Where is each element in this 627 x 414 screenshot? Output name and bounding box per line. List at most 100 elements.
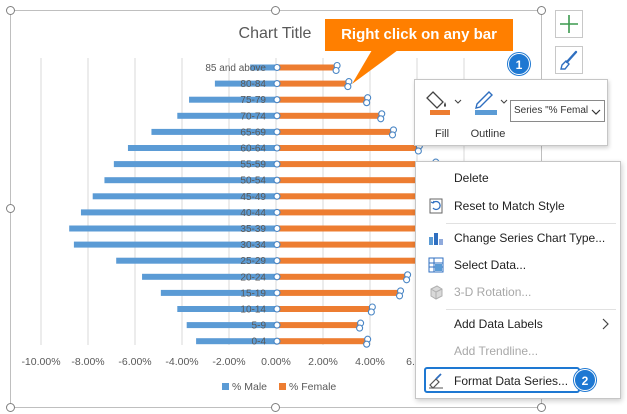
brush-icon [560,50,578,70]
resize-handle-bottom-right[interactable] [537,403,546,412]
chevron-down-icon [591,109,601,115]
selection-marker [273,63,281,72]
legend-label-female: % Female [289,381,336,393]
fill-button[interactable]: Fill [419,86,465,142]
bar-female [276,161,436,168]
category-label: 70-74 [240,111,266,122]
bar-female [276,193,450,200]
x-tick-label: -6.00% [118,356,151,368]
menu-item-add-data-labels[interactable]: Add Data Labels [416,311,620,337]
bar-male [104,177,276,184]
bar-female [276,241,462,248]
category-label: 80-84 [240,79,266,90]
bar-female [276,338,368,345]
selection-marker [273,192,281,200]
selection-marker [273,176,281,184]
bar-male [127,145,276,151]
selection-marker [273,112,281,120]
bar-female [276,96,368,103]
x-tick-label: -10.00% [21,356,60,368]
category-label: 55-59 [240,160,266,171]
bar-male [214,80,276,87]
step-badge-2: 2 [574,369,596,391]
menu-item-3d-rotation: 3-D Rotation... [416,279,620,305]
selection-marker [377,115,385,123]
resize-handle-top[interactable] [271,6,280,15]
menu-item-change-chart-type[interactable]: Change Series Chart Type... [416,225,620,251]
bar-female [276,322,361,329]
resize-handle-top-left[interactable] [6,6,15,15]
category-label: 15-19 [240,288,266,299]
fill-bucket-icon [426,91,462,115]
menu-item-format-data-series[interactable]: Format Data Series... [424,367,580,393]
category-label: 40-44 [240,208,266,219]
selection-marker [395,292,404,300]
selection-marker [273,96,281,104]
resize-handle-top-right[interactable] [537,6,546,15]
selection-marker [273,144,281,152]
selection-marker [273,160,281,168]
menu-item-label: Select Data... [454,258,527,272]
x-tick-label: 0.00% [261,356,291,368]
outline-button[interactable]: Outline [465,86,511,142]
selection-marker [367,308,375,316]
series-dropdown[interactable]: Series "% Femal [510,100,605,122]
category-label: 25-29 [240,256,266,267]
bar-male [196,338,276,345]
selection-marker [414,147,422,155]
bar-female [276,273,408,280]
bar-male [92,193,276,200]
selection-marker [273,273,281,281]
category-label: 60-64 [240,144,266,155]
selection-marker [273,337,281,345]
x-tick-label: 2.00% [308,356,338,368]
chart-styles-button[interactable] [555,46,583,74]
context-menu: Delete Reset to Match Style Change Serie… [415,161,621,399]
menu-item-label: Change Series Chart Type... [454,231,606,245]
bar-male [151,128,276,135]
outline-label: Outline [470,128,506,140]
bar-female [276,225,469,232]
bar-male [73,241,277,248]
legend-label-male: % Male [232,381,267,393]
selection-marker [273,224,281,233]
bar-male [116,257,276,264]
resize-handle-bottom[interactable] [271,403,280,412]
bar-female [276,112,382,119]
menu-item-label: Delete [454,171,489,185]
bar-male [250,64,276,71]
legend-swatch-female [279,383,286,390]
bar-male [177,112,276,119]
chart-elements-button[interactable] [555,10,583,38]
selection-marker [344,83,352,91]
bar-male [113,161,276,168]
bar-female [276,257,429,264]
selection-marker [273,321,281,329]
bar-female [276,209,460,216]
select-data-icon [428,257,444,273]
category-label: 30-34 [240,240,266,251]
step-badge-1: 1 [508,53,530,75]
menu-item-reset-style[interactable]: Reset to Match Style [416,193,620,219]
menu-item-add-trendline: Add Trendline... [416,338,620,364]
category-label: 0-4 [252,337,267,348]
bar-female [276,145,420,151]
reset-style-icon [429,198,443,214]
instruction-callout: Right click on any bar [325,19,513,51]
plus-icon [560,15,578,33]
outline-pen-icon [475,91,508,115]
menu-item-select-data[interactable]: Select Data... [416,252,620,278]
menu-item-delete[interactable]: Delete [416,165,620,191]
selection-marker [363,99,371,107]
menu-item-label: Add Data Labels [454,317,543,331]
x-tick-label: -8.00% [71,356,104,368]
resize-handle-bottom-left[interactable] [6,403,15,412]
bar-male [142,273,276,280]
resize-handle-left[interactable] [6,204,15,213]
bar-male [160,289,276,296]
category-label: 20-24 [240,272,266,283]
menu-item-label: 3-D Rotation... [454,285,532,299]
bar-female [276,80,349,87]
x-tick-label: 4.00% [355,356,385,368]
category-label: 35-39 [240,224,266,235]
